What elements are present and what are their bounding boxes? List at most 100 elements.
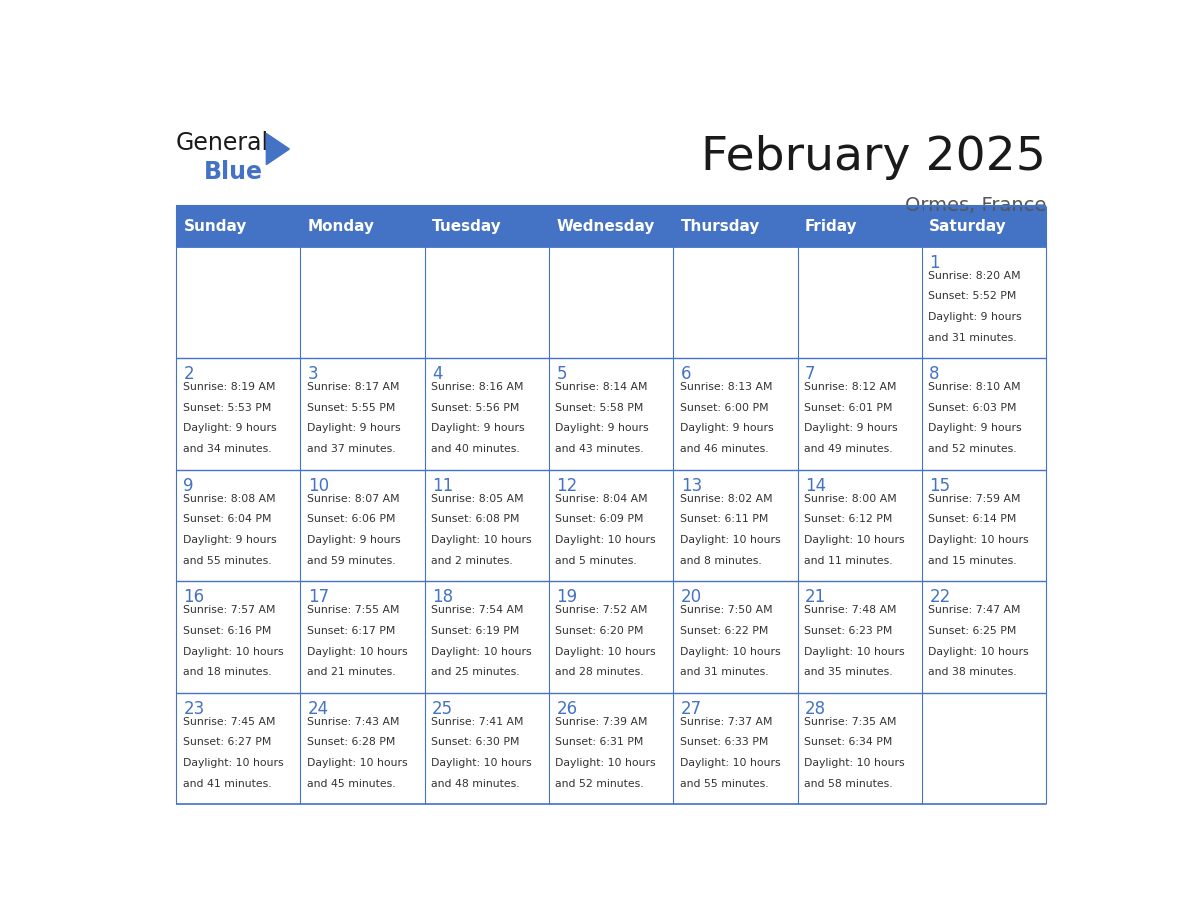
Text: 19: 19 [556,588,577,606]
Text: 1: 1 [929,253,940,272]
Text: Sunrise: 8:16 AM: Sunrise: 8:16 AM [431,382,524,392]
Text: Sunset: 6:31 PM: Sunset: 6:31 PM [556,737,644,747]
Text: General: General [176,131,270,155]
Text: and 43 minutes.: and 43 minutes. [556,444,644,454]
Text: Daylight: 10 hours: Daylight: 10 hours [183,758,283,768]
Text: 12: 12 [556,476,577,495]
Text: Sunrise: 7:57 AM: Sunrise: 7:57 AM [183,605,276,615]
Text: Daylight: 9 hours: Daylight: 9 hours [928,423,1022,433]
Text: Sunrise: 8:07 AM: Sunrise: 8:07 AM [307,494,399,504]
Bar [549,693,674,804]
Text: and 49 minutes.: and 49 minutes. [804,444,892,454]
Text: Daylight: 10 hours: Daylight: 10 hours [307,758,407,768]
Bar [797,358,922,470]
Text: Sunrise: 7:48 AM: Sunrise: 7:48 AM [804,605,897,615]
Text: and 48 minutes.: and 48 minutes. [431,778,520,789]
Bar [674,247,797,358]
Text: Sunset: 6:30 PM: Sunset: 6:30 PM [431,737,519,747]
Text: Daylight: 10 hours: Daylight: 10 hours [183,646,283,656]
Text: and 25 minutes.: and 25 minutes. [431,667,520,677]
Text: Daylight: 9 hours: Daylight: 9 hours [804,423,898,433]
Text: Sunrise: 7:55 AM: Sunrise: 7:55 AM [307,605,399,615]
Text: 6: 6 [681,365,691,383]
Text: Sunset: 5:56 PM: Sunset: 5:56 PM [431,403,519,413]
Text: Daylight: 10 hours: Daylight: 10 hours [804,646,905,656]
Text: and 35 minutes.: and 35 minutes. [804,667,892,677]
Text: 23: 23 [183,700,204,718]
Bar [674,581,797,693]
Text: Daylight: 9 hours: Daylight: 9 hours [183,423,276,433]
Text: 3: 3 [308,365,318,383]
Text: Sunrise: 8:20 AM: Sunrise: 8:20 AM [928,271,1020,281]
Text: and 5 minutes.: and 5 minutes. [556,555,637,565]
Text: Sunset: 6:16 PM: Sunset: 6:16 PM [183,626,271,636]
Text: and 15 minutes.: and 15 minutes. [928,555,1017,565]
Text: 24: 24 [308,700,329,718]
Text: Tuesday: Tuesday [432,218,501,233]
Text: 8: 8 [929,365,940,383]
Text: 7: 7 [805,365,815,383]
Text: Daylight: 10 hours: Daylight: 10 hours [556,646,656,656]
Text: 18: 18 [432,588,453,606]
Text: Daylight: 10 hours: Daylight: 10 hours [431,646,532,656]
Bar [549,470,674,581]
Text: and 55 minutes.: and 55 minutes. [680,778,769,789]
Text: Thursday: Thursday [681,218,760,233]
Text: and 34 minutes.: and 34 minutes. [183,444,271,454]
Text: Daylight: 10 hours: Daylight: 10 hours [804,535,905,545]
Bar [301,693,424,804]
Text: 14: 14 [805,476,826,495]
Text: Sunset: 5:58 PM: Sunset: 5:58 PM [556,403,644,413]
Text: and 52 minutes.: and 52 minutes. [556,778,644,789]
Text: Daylight: 9 hours: Daylight: 9 hours [307,535,400,545]
Text: and 31 minutes.: and 31 minutes. [928,332,1017,342]
Text: Sunrise: 8:13 AM: Sunrise: 8:13 AM [680,382,772,392]
Text: Sunrise: 7:37 AM: Sunrise: 7:37 AM [680,717,772,727]
Text: Sunset: 6:01 PM: Sunset: 6:01 PM [804,403,892,413]
Text: Wednesday: Wednesday [556,218,655,233]
Text: 17: 17 [308,588,329,606]
Text: Friday: Friday [805,218,858,233]
Text: Monday: Monday [308,218,374,233]
Text: Daylight: 10 hours: Daylight: 10 hours [928,535,1029,545]
Text: and 58 minutes.: and 58 minutes. [804,778,892,789]
Text: Sunset: 6:34 PM: Sunset: 6:34 PM [804,737,892,747]
Text: Daylight: 10 hours: Daylight: 10 hours [928,646,1029,656]
Text: 28: 28 [805,700,826,718]
Text: Sunrise: 7:43 AM: Sunrise: 7:43 AM [307,717,399,727]
Text: Daylight: 10 hours: Daylight: 10 hours [431,535,532,545]
Text: Sunrise: 8:10 AM: Sunrise: 8:10 AM [928,382,1020,392]
Text: 16: 16 [183,588,204,606]
Bar [922,470,1047,581]
Text: Sunrise: 7:47 AM: Sunrise: 7:47 AM [928,605,1020,615]
Bar [176,581,301,693]
Text: Sunset: 6:08 PM: Sunset: 6:08 PM [431,514,519,524]
Text: Sunrise: 7:45 AM: Sunrise: 7:45 AM [183,717,276,727]
Text: Sunset: 6:25 PM: Sunset: 6:25 PM [928,626,1017,636]
Text: Sunrise: 8:19 AM: Sunrise: 8:19 AM [183,382,276,392]
Bar [797,470,922,581]
Bar [797,247,922,358]
Text: Sunrise: 8:02 AM: Sunrise: 8:02 AM [680,494,772,504]
Text: and 52 minutes.: and 52 minutes. [928,444,1017,454]
Text: Sunset: 6:03 PM: Sunset: 6:03 PM [928,403,1017,413]
Text: 2: 2 [183,365,194,383]
Text: Sunset: 5:53 PM: Sunset: 5:53 PM [183,403,271,413]
Text: 11: 11 [432,476,454,495]
Text: Sunrise: 8:12 AM: Sunrise: 8:12 AM [804,382,897,392]
Text: Daylight: 9 hours: Daylight: 9 hours [928,312,1022,322]
Bar [797,581,922,693]
Text: Sunrise: 8:05 AM: Sunrise: 8:05 AM [431,494,524,504]
Text: Sunset: 6:00 PM: Sunset: 6:00 PM [680,403,769,413]
Text: Sunrise: 8:17 AM: Sunrise: 8:17 AM [307,382,399,392]
Text: 4: 4 [432,365,443,383]
Text: Sunrise: 8:00 AM: Sunrise: 8:00 AM [804,494,897,504]
Text: 13: 13 [681,476,702,495]
Text: and 2 minutes.: and 2 minutes. [431,555,513,565]
Bar [425,247,549,358]
Text: and 21 minutes.: and 21 minutes. [307,667,396,677]
Bar [425,693,549,804]
Text: Sunset: 6:11 PM: Sunset: 6:11 PM [680,514,769,524]
Text: and 59 minutes.: and 59 minutes. [307,555,396,565]
Text: 15: 15 [929,476,950,495]
